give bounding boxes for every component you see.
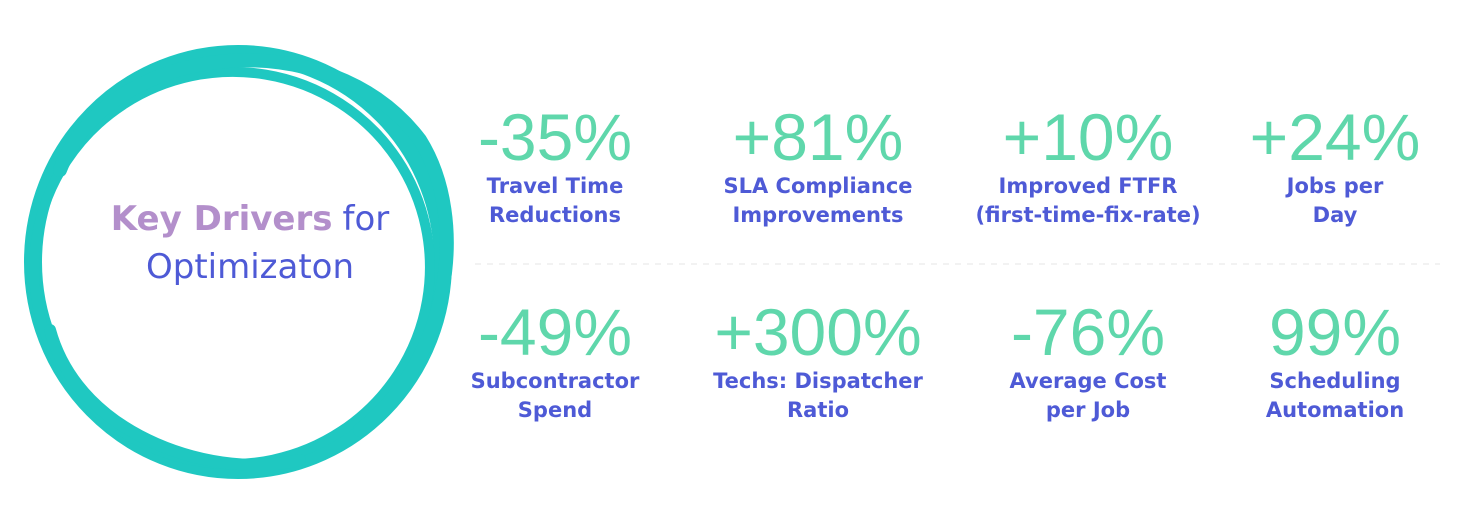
stat-label: Spend — [518, 398, 592, 422]
stat-value: -76% — [1011, 295, 1165, 369]
stat-label: per Job — [1046, 398, 1130, 422]
brush-circle — [24, 45, 454, 479]
title-line2: Optimizaton — [146, 247, 354, 287]
stat-label: Day — [1313, 203, 1358, 227]
stat-label: Jobs per — [1285, 174, 1384, 198]
stat-label: (first-time-fix-rate) — [975, 203, 1200, 227]
stat-label: Techs: Dispatcher — [713, 369, 923, 393]
brush-stroke — [53, 53, 454, 437]
stat-label: Improved FTFR — [999, 174, 1178, 198]
stat-label: Subcontractor — [471, 369, 640, 393]
stat-label: Improvements — [732, 203, 903, 227]
stat-value: +10% — [1003, 100, 1174, 174]
stat-value: +81% — [733, 100, 904, 174]
stat-label: Scheduling — [1269, 369, 1400, 393]
stats: -35%Travel Time Reductions +81%SLA Complia… — [471, 100, 1421, 422]
stat-label: Reductions — [489, 203, 621, 227]
title-rest: for — [342, 199, 389, 239]
stat-label: SLA Compliance — [723, 174, 912, 198]
stat-value: -35% — [478, 100, 632, 174]
stat-label: Average Cost — [1010, 369, 1167, 393]
stat-label: Travel Time — [487, 174, 624, 198]
stat-value: 99% — [1269, 295, 1401, 369]
title-emphasis: Key Drivers — [111, 199, 333, 239]
stat-value: +300% — [714, 295, 921, 369]
title-line1: Key Drivers for — [111, 199, 389, 239]
stat-value: -49% — [478, 295, 632, 369]
stat-label: Ratio — [787, 398, 849, 422]
stat-label: Automation — [1266, 398, 1404, 422]
stat-value: +24% — [1250, 100, 1421, 174]
brush-stroke — [44, 324, 306, 471]
